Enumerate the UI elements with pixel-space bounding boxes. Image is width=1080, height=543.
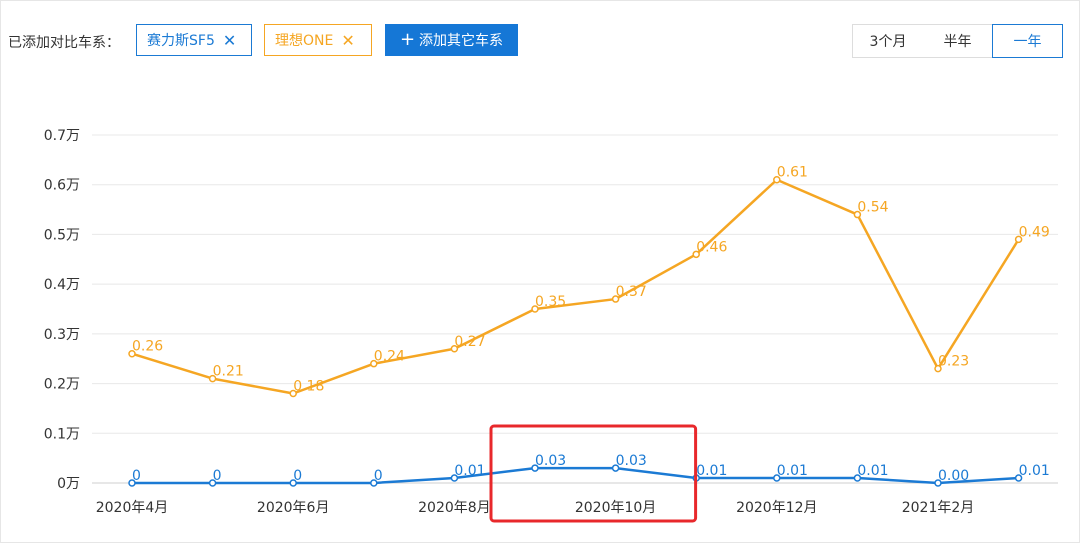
data-point bbox=[370, 479, 378, 487]
data-point bbox=[208, 479, 217, 487]
x-tick-label: 2021年2月 bbox=[902, 500, 975, 516]
x-tick-label: 2020年4月 bbox=[96, 500, 169, 516]
y-tick-label: 0.7万 bbox=[44, 128, 80, 144]
add-series-button[interactable]: + 添加其它车系 bbox=[385, 24, 518, 56]
series-chip-seres-sf5[interactable]: 赛力斯SF5 ✕ bbox=[136, 24, 252, 56]
range-3-months-button[interactable]: 3个月 bbox=[852, 24, 924, 58]
y-tick-label: 0.4万 bbox=[44, 277, 80, 293]
highlight-box bbox=[489, 424, 698, 523]
data-point bbox=[611, 464, 620, 472]
data-label: 0.61 bbox=[777, 165, 808, 181]
data-label: 0.01 bbox=[454, 463, 485, 479]
data-point bbox=[1014, 474, 1023, 482]
data-label: 0.03 bbox=[535, 453, 566, 469]
data-point bbox=[853, 474, 862, 482]
chip-label: 理想ONE bbox=[275, 33, 334, 49]
data-point bbox=[208, 374, 217, 383]
close-icon[interactable]: ✕ bbox=[222, 30, 237, 50]
data-label: 0.01 bbox=[857, 463, 888, 479]
data-point bbox=[692, 250, 700, 259]
data-label: 0 bbox=[213, 468, 222, 484]
data-point bbox=[289, 479, 297, 487]
data-point bbox=[1014, 235, 1023, 244]
data-label: 0.35 bbox=[535, 294, 566, 310]
data-label: 0 bbox=[374, 468, 383, 484]
data-point bbox=[370, 359, 378, 368]
compare-toolbar: 已添加对比车系： 赛力斯SF5 ✕ 理想ONE ✕ + 添加其它车系 3个月 半… bbox=[0, 24, 1080, 58]
data-label: 0 bbox=[132, 468, 141, 484]
x-tick-label: 2020年10月 bbox=[575, 500, 656, 516]
data-point bbox=[450, 474, 459, 482]
data-label: 0.26 bbox=[132, 339, 163, 355]
data-point bbox=[611, 295, 620, 303]
series-chip-li-one[interactable]: 理想ONE ✕ bbox=[264, 24, 372, 56]
x-tick-label: 2020年8月 bbox=[418, 500, 491, 516]
x-tick-label: 2020年6月 bbox=[257, 500, 330, 516]
data-label: 0 bbox=[293, 468, 302, 484]
data-label: 0.24 bbox=[374, 349, 405, 365]
data-label: 0.18 bbox=[293, 379, 324, 395]
data-point bbox=[773, 175, 781, 184]
plus-icon: + bbox=[399, 29, 416, 50]
y-tick-label: 0.6万 bbox=[44, 178, 80, 194]
y-tick-label: 0万 bbox=[57, 476, 80, 492]
data-label: 0.01 bbox=[777, 463, 808, 479]
data-point bbox=[450, 345, 459, 353]
data-label: 0.03 bbox=[616, 453, 647, 469]
data-point bbox=[853, 210, 862, 219]
data-point bbox=[128, 479, 136, 487]
data-label: 0.21 bbox=[213, 364, 244, 380]
data-label: 0.01 bbox=[1019, 463, 1050, 479]
range-one-year-button[interactable]: 一年 bbox=[992, 24, 1063, 58]
data-point bbox=[934, 364, 942, 373]
y-tick-label: 0.1万 bbox=[44, 426, 80, 442]
x-tick-label: 2020年12月 bbox=[736, 500, 817, 516]
range-half-year-button[interactable]: 半年 bbox=[923, 24, 993, 58]
series-line bbox=[132, 466, 1019, 485]
data-label: 0.00 bbox=[938, 468, 969, 484]
data-label: 0.23 bbox=[938, 354, 969, 370]
y-tick-label: 0.3万 bbox=[44, 327, 80, 343]
data-point bbox=[289, 389, 297, 398]
data-point bbox=[128, 349, 136, 358]
data-point bbox=[531, 305, 539, 313]
y-tick-label: 0.2万 bbox=[44, 377, 80, 393]
y-tick-label: 0.5万 bbox=[44, 227, 80, 243]
data-point bbox=[934, 479, 942, 487]
series-line bbox=[131, 178, 1020, 395]
data-label: 0.46 bbox=[696, 239, 727, 255]
chip-label: 赛力斯SF5 bbox=[147, 33, 215, 49]
data-label: 0.01 bbox=[696, 463, 727, 479]
data-point bbox=[773, 474, 781, 482]
close-icon[interactable]: ✕ bbox=[341, 30, 355, 50]
data-label: 0.54 bbox=[857, 200, 888, 216]
compare-label: 已添加对比车系： bbox=[8, 35, 120, 51]
data-label: 0.49 bbox=[1019, 224, 1050, 240]
data-point bbox=[531, 464, 539, 472]
data-label: 0.27 bbox=[454, 334, 485, 350]
add-series-label: 添加其它车系 bbox=[419, 33, 504, 49]
data-label: 0.37 bbox=[616, 284, 647, 300]
